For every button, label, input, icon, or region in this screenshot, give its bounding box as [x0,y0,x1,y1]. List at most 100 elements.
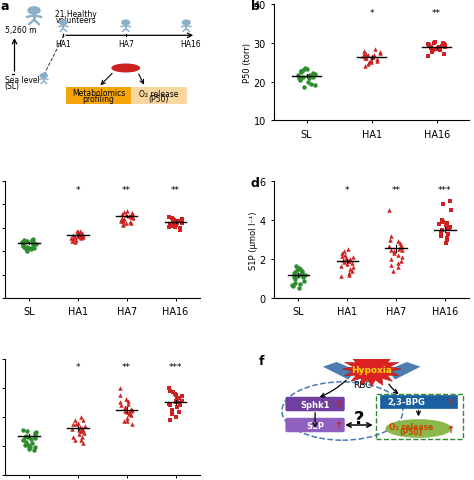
Point [305,73,312,81]
Point [78,433,86,441]
Point [390,250,398,257]
Point [425,41,432,49]
Text: RBC: RBC [353,380,371,389]
Point [18,239,26,246]
Text: *: * [345,185,349,194]
Point [178,216,186,224]
Point [79,439,87,447]
Point [76,234,83,241]
Point [368,55,376,62]
Point [78,230,85,238]
Point [438,43,446,50]
Point [74,228,82,236]
Point [165,223,173,231]
Point [292,263,300,270]
Point [23,244,31,252]
Point [340,248,348,255]
Point [345,269,352,277]
Point [122,396,130,403]
Point [72,436,79,444]
Text: ***: *** [169,362,182,371]
Point [118,211,126,218]
Point [127,219,135,227]
Point [299,73,307,81]
Point [30,238,37,246]
Point [433,46,441,53]
Point [293,266,301,274]
Point [19,241,27,249]
Point [69,236,76,243]
Point [398,253,405,261]
Point [307,72,314,80]
Text: profiling: profiling [82,95,114,104]
Text: O₂ release: O₂ release [389,422,433,431]
Y-axis label: P50 (torr): P50 (torr) [243,43,252,83]
Text: HA16: HA16 [180,40,201,49]
Point [167,416,174,424]
Point [127,408,135,415]
Point [344,246,352,253]
Point [441,42,448,49]
Point [127,212,135,219]
FancyBboxPatch shape [285,397,345,411]
Point [431,39,438,47]
Circle shape [59,21,67,25]
Point [169,223,176,230]
Point [292,280,299,288]
Point [398,244,405,252]
Text: (P50): (P50) [149,95,169,104]
Point [70,433,77,441]
Point [119,217,127,225]
Text: *: * [76,185,80,194]
Text: O₂ release: O₂ release [139,89,179,98]
Point [361,55,369,62]
Point [360,53,367,60]
Circle shape [28,8,40,15]
Point [294,273,302,281]
Point [77,231,85,239]
Point [310,74,317,82]
Point [31,429,38,437]
Point [344,257,352,265]
Point [299,274,307,282]
Point [125,213,132,220]
Point [20,237,27,244]
Polygon shape [387,362,420,380]
Point [344,261,351,268]
Point [24,433,31,441]
Text: **: ** [392,185,401,194]
Point [301,65,309,73]
Point [172,413,180,421]
Point [72,236,79,244]
Point [166,220,174,228]
Point [300,278,308,286]
Point [444,230,452,238]
Point [74,229,82,237]
Point [22,438,30,445]
Text: Sphk1: Sphk1 [301,400,330,408]
Point [289,283,297,290]
Point [387,236,394,244]
Point [388,246,395,254]
Point [32,429,39,436]
Point [77,413,85,421]
Point [441,43,448,51]
Point [171,222,178,229]
Text: **: ** [122,185,131,194]
Point [78,424,86,432]
Point [394,264,401,271]
Point [75,431,82,438]
Point [168,406,175,414]
Point [172,397,180,405]
Point [424,53,432,61]
Point [124,400,132,408]
Polygon shape [342,352,401,387]
Point [346,255,354,263]
Point [29,240,36,247]
Point [295,285,302,292]
Point [291,276,299,284]
Point [165,214,173,222]
Point [436,48,444,55]
Point [361,63,369,71]
Point [165,384,173,392]
